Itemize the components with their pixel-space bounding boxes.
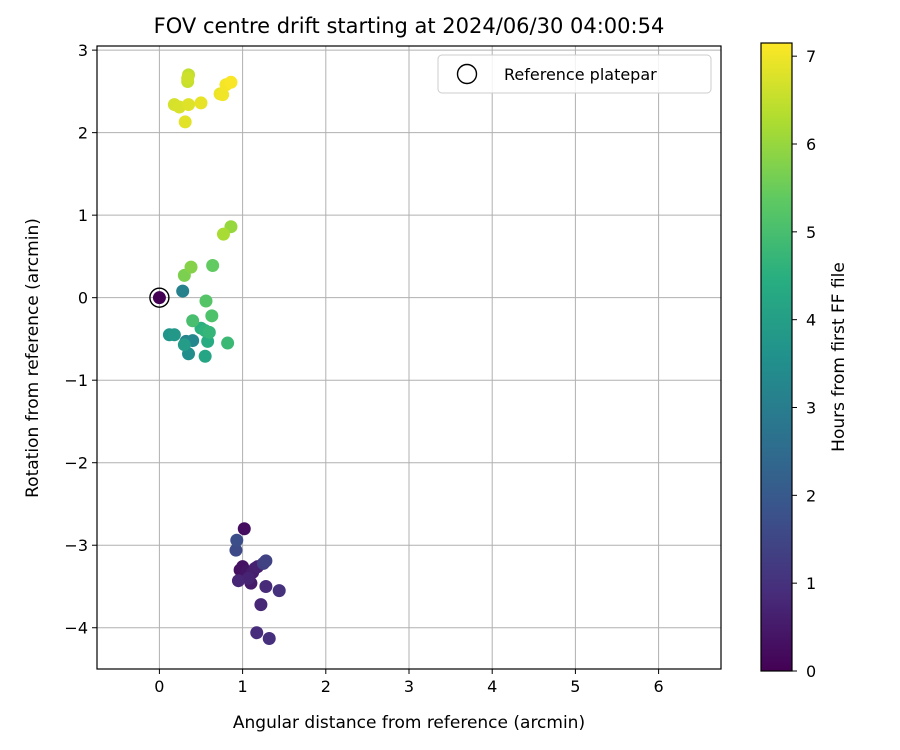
data-point xyxy=(229,543,243,557)
x-tick-label: 4 xyxy=(487,677,497,696)
reference-marker xyxy=(149,287,170,308)
x-tick-label: 3 xyxy=(404,677,414,696)
x-tick-label: 2 xyxy=(321,677,331,696)
plot-grid xyxy=(97,46,721,669)
data-point xyxy=(181,71,195,85)
data-point xyxy=(262,631,276,645)
y-tick-label: −4 xyxy=(64,619,88,638)
colorbar-label: Hours from first FF file xyxy=(829,262,849,452)
data-point xyxy=(216,227,230,241)
chart-title: FOV centre drift starting at 2024/06/30 … xyxy=(154,14,665,38)
data-point xyxy=(199,294,213,308)
plot-ticks: 0 1 2 3 4 5 6 −4 −3 −2 −1 0 1 2 3 xyxy=(64,41,663,696)
plot-points xyxy=(149,68,286,645)
legend-entry-label: Reference platepar xyxy=(504,65,657,84)
data-point xyxy=(186,314,200,328)
x-tick-label: 1 xyxy=(238,677,248,696)
y-tick-label: 2 xyxy=(78,124,88,143)
data-point xyxy=(176,284,190,298)
data-point xyxy=(202,325,216,339)
data-point xyxy=(216,88,230,102)
data-point xyxy=(224,75,238,89)
data-point xyxy=(184,260,198,274)
data-point xyxy=(221,336,235,350)
data-point xyxy=(237,522,251,536)
data-point xyxy=(198,349,212,363)
colorbar-tick-label: 2 xyxy=(806,486,816,505)
colorbar-gradient xyxy=(760,42,793,672)
y-tick-label: −1 xyxy=(64,371,88,390)
data-point xyxy=(167,328,181,342)
data-point xyxy=(182,98,196,112)
y-tick-label: 1 xyxy=(78,206,88,225)
data-point xyxy=(206,258,220,272)
legend: Reference platepar xyxy=(437,54,712,94)
y-tick-label: −3 xyxy=(64,536,88,555)
y-tick-label: 0 xyxy=(78,289,88,308)
x-tick-label: 0 xyxy=(154,677,164,696)
data-point xyxy=(230,533,244,547)
data-point xyxy=(205,309,219,323)
data-point xyxy=(178,115,192,129)
legend-marker xyxy=(456,63,478,85)
y-tick-label: 3 xyxy=(78,41,88,60)
data-point xyxy=(194,96,208,110)
colorbar-tick-label: 4 xyxy=(806,311,816,330)
colorbar-ticks: 0 1 2 3 4 5 6 7 xyxy=(792,47,816,681)
colorbar-tick-label: 0 xyxy=(806,662,816,681)
reference-point xyxy=(152,291,166,305)
y-tick-label: −2 xyxy=(64,454,88,473)
colorbar-tick-label: 6 xyxy=(806,135,816,154)
data-point xyxy=(259,579,273,593)
data-point xyxy=(177,338,191,352)
colorbar-tick-label: 5 xyxy=(806,223,816,242)
x-tick-label: 6 xyxy=(654,677,664,696)
colorbar-tick-label: 7 xyxy=(806,47,816,66)
x-axis-label: Angular distance from reference (arcmin) xyxy=(233,713,585,733)
colorbar-tick-label: 3 xyxy=(806,399,816,418)
data-point xyxy=(250,626,264,640)
data-point xyxy=(259,554,273,568)
legend-box xyxy=(437,54,712,94)
data-point xyxy=(254,598,268,612)
colorbar-tick-label: 1 xyxy=(806,574,816,593)
colorbar: 0 1 2 3 4 5 6 7 Hours from first FF file xyxy=(760,42,849,681)
data-point xyxy=(231,574,245,588)
data-point xyxy=(272,584,286,598)
data-point xyxy=(241,571,255,585)
y-axis-label: Rotation from reference (arcmin) xyxy=(23,218,43,498)
x-tick-label: 5 xyxy=(570,677,580,696)
